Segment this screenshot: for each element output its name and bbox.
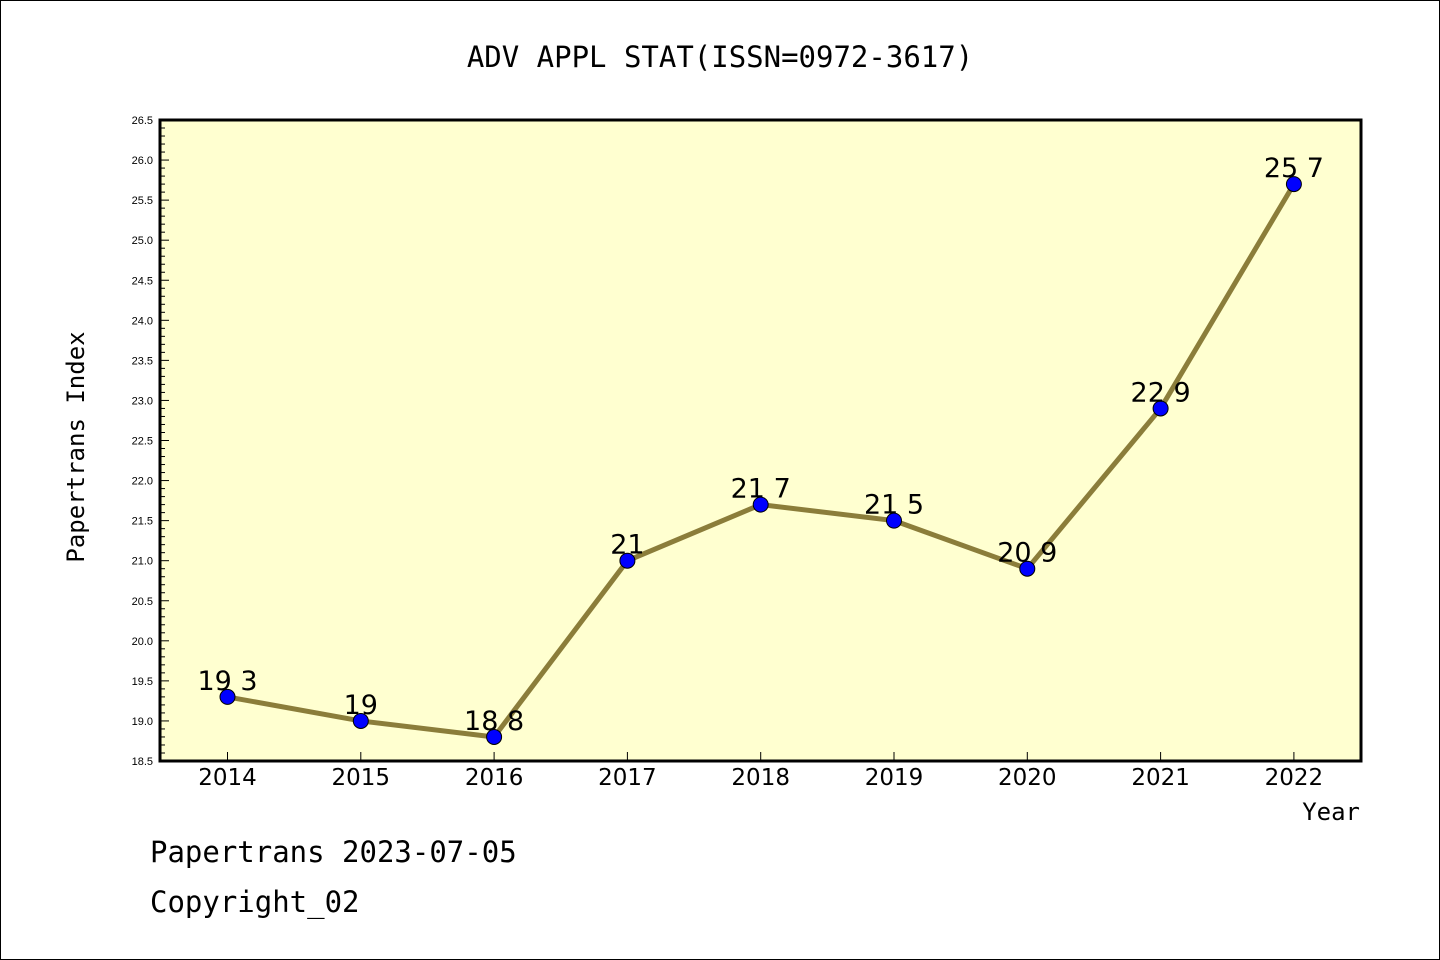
y-tick-label: 19.5 xyxy=(132,676,153,688)
plot-area xyxy=(158,118,1363,763)
y-tick-label: 18.5 xyxy=(132,756,153,768)
data-label: 20 9 xyxy=(997,538,1057,569)
x-tick-label: 2017 xyxy=(598,765,657,791)
y-tick-label: 23.5 xyxy=(132,355,153,367)
footer-copyright-text: Copyright_02 xyxy=(150,885,360,919)
data-point xyxy=(619,552,636,569)
data-point xyxy=(1019,560,1036,577)
data-label: 21 7 xyxy=(731,474,791,505)
data-label: 19 3 xyxy=(197,666,257,697)
y-tick-label: 26.0 xyxy=(132,155,153,167)
data-point xyxy=(1285,176,1302,193)
y-tick-label: 22.0 xyxy=(132,476,153,488)
y-tick-label: 24.5 xyxy=(132,275,153,287)
data-point xyxy=(1152,400,1169,417)
x-tick-label: 2014 xyxy=(198,765,257,791)
data-point xyxy=(219,688,236,705)
data-point xyxy=(486,728,503,745)
data-label: 21 xyxy=(610,530,644,561)
x-tick-label: 2019 xyxy=(865,765,924,791)
data-point xyxy=(352,712,369,729)
y-tick-label: 22.5 xyxy=(132,436,153,448)
y-tick-label: 25.5 xyxy=(132,195,153,207)
chart-title: ADV APPL STAT(ISSN=0972-3617) xyxy=(467,40,973,74)
y-tick-label: 19.0 xyxy=(132,716,153,728)
y-tick-label: 21.5 xyxy=(132,516,153,528)
x-tick-label: 2018 xyxy=(731,765,790,791)
x-tick-label: 2016 xyxy=(465,765,524,791)
x-tick-label: 2022 xyxy=(1265,765,1324,791)
data-label: 18 8 xyxy=(464,706,524,737)
y-tick-label: 25.0 xyxy=(132,235,153,247)
x-tick-label: 2021 xyxy=(1131,765,1190,791)
data-point xyxy=(886,512,902,529)
x-tick-label: 2015 xyxy=(332,765,391,791)
y-axis-label: Papertrans Index xyxy=(62,331,90,562)
data-label: 19 xyxy=(344,690,378,721)
footer-date-text: Papertrans 2023-07-05 xyxy=(150,835,517,869)
x-axis-label: Year xyxy=(1302,798,1360,826)
x-tick-label: 2020 xyxy=(998,765,1057,791)
y-tick-label: 23.0 xyxy=(132,395,153,407)
data-point xyxy=(752,496,769,513)
y-tick-label: 26.5 xyxy=(132,115,153,127)
data-label: 25 7 xyxy=(1264,153,1324,184)
y-tick-label: 20.5 xyxy=(132,596,153,608)
y-tick-label: 20.0 xyxy=(132,636,153,648)
y-tick-label: 24.0 xyxy=(132,315,153,327)
data-label: 22 9 xyxy=(1131,377,1191,408)
y-tick-label: 21.0 xyxy=(132,556,153,568)
data-label: 21 5 xyxy=(864,490,924,521)
